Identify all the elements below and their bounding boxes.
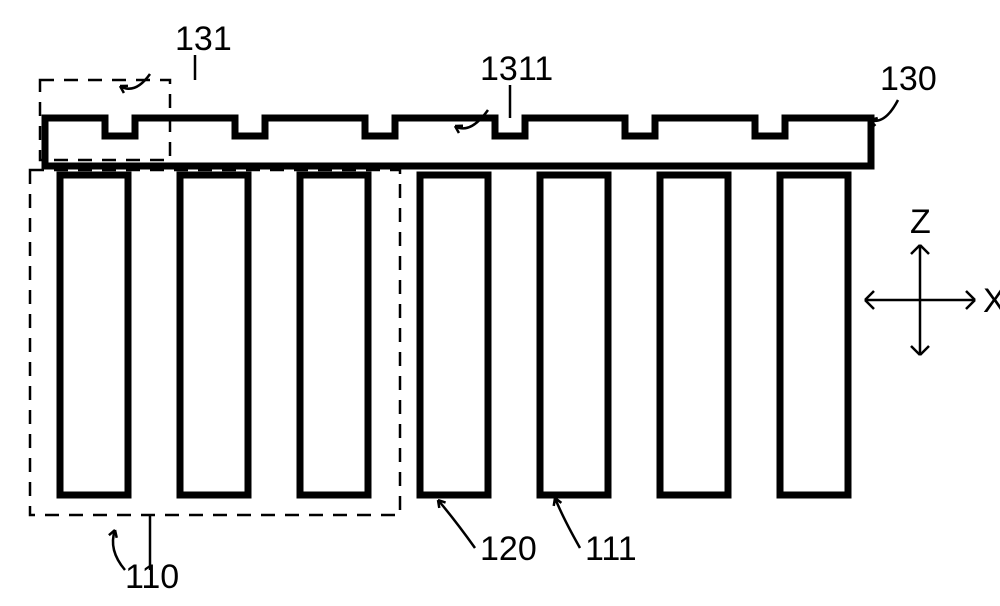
label-1311: 1311	[480, 50, 553, 88]
pillar	[60, 175, 128, 495]
label-120: 120	[480, 530, 537, 568]
pillar	[180, 175, 248, 495]
axis-label-x: X	[983, 282, 1000, 320]
pillar	[300, 175, 368, 495]
label-130: 130	[880, 60, 937, 98]
label-110: 110	[125, 558, 179, 596]
diagram-canvas: 131 1311 130 120 111 110 Z X	[0, 0, 1000, 606]
axis-indicator	[865, 245, 975, 355]
pillar	[420, 175, 488, 495]
pillar-group	[60, 175, 848, 495]
axis-label-z: Z	[910, 203, 931, 241]
pillar	[660, 175, 728, 495]
dashed-box-110	[30, 170, 400, 515]
pillar	[780, 175, 848, 495]
label-131: 131	[175, 20, 232, 58]
label-111: 111	[585, 530, 637, 568]
pillar	[540, 175, 608, 495]
